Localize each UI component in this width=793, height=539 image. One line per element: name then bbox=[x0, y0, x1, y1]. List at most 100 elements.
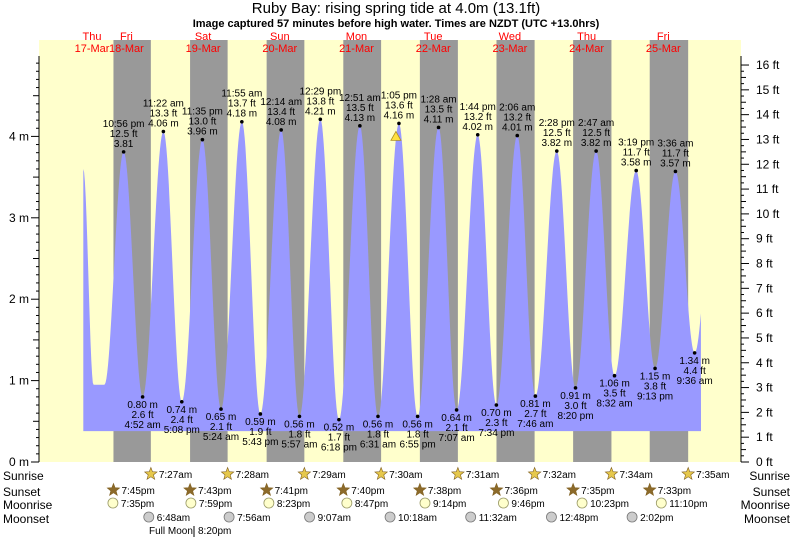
high-tide-m: 3.58 m bbox=[621, 158, 652, 169]
right-tick-label: 10 ft bbox=[756, 207, 780, 221]
right-tick-label: 2 ft bbox=[756, 405, 773, 419]
right-tick-label: 5 ft bbox=[756, 331, 773, 345]
low-tide-time: 5:24 am bbox=[203, 432, 239, 443]
day-name: Fri bbox=[120, 31, 133, 43]
right-tick-label: 16 ft bbox=[756, 58, 780, 72]
high-tide-ft: 12.5 ft bbox=[110, 129, 138, 140]
moonset-icon bbox=[546, 511, 557, 523]
row-label-right: Sunrise bbox=[749, 469, 790, 483]
row-label-left: Sunrise bbox=[3, 469, 44, 483]
low-tide-time: 9:13 pm bbox=[637, 391, 673, 402]
moonrise-time: 9:14pm bbox=[433, 499, 466, 510]
high-tide-ft: 13.7 ft bbox=[228, 99, 256, 110]
low-tide-time: 8:32 am bbox=[596, 399, 632, 410]
right-tick-label: 11 ft bbox=[756, 182, 779, 196]
row-label-right: Moonrise bbox=[741, 498, 791, 512]
chart-subtitle: Image captured 57 minutes before high wa… bbox=[193, 18, 600, 30]
low-tide-ft: 1.7 ft bbox=[328, 433, 350, 444]
high-tide-ft: 12.5 ft bbox=[543, 128, 571, 139]
day-date: 20-Mar bbox=[262, 43, 297, 55]
low-tide-point bbox=[454, 408, 459, 412]
left-tick-label: 4 m bbox=[9, 129, 29, 143]
low-tide-m: 0.56 m bbox=[402, 419, 433, 430]
high-tide-m: 4.18 m bbox=[227, 109, 258, 120]
low-tide-point bbox=[337, 417, 341, 422]
high-tide-m: 4.02 m bbox=[462, 122, 493, 133]
sunrise-icon bbox=[681, 466, 696, 480]
day-name: Fri bbox=[657, 31, 670, 43]
low-tide-ft: 1.8 ft bbox=[406, 429, 428, 440]
low-tide-m: 0.52 m bbox=[324, 423, 355, 434]
high-tide-m: 4.11 m bbox=[424, 114, 454, 125]
low-tide-time: 8:20 pm bbox=[557, 411, 593, 422]
high-tide-ft: 12.5 ft bbox=[582, 128, 610, 139]
sunset-icon bbox=[566, 482, 581, 496]
low-tide-m: 0.59 m bbox=[245, 417, 276, 428]
high-tide-point bbox=[279, 128, 283, 132]
sunrise-icon bbox=[143, 466, 158, 480]
day-name: Sun bbox=[270, 31, 290, 43]
day-name: Mon bbox=[346, 31, 367, 43]
moonset-time: 10:18am bbox=[398, 513, 437, 524]
high-tide-ft: 13.4 ft bbox=[267, 107, 295, 118]
moonrise-time: 10:23pm bbox=[590, 499, 629, 510]
high-tide-point bbox=[673, 169, 678, 174]
low-tide-point bbox=[573, 386, 578, 390]
low-tide-time: 5:57 am bbox=[281, 439, 317, 450]
sunset-time: 7:43pm bbox=[198, 486, 231, 497]
low-tide-ft: 3.5 ft bbox=[603, 389, 625, 400]
left-tick-label: 0 m bbox=[9, 455, 29, 469]
low-tide-point bbox=[612, 373, 617, 378]
low-tide-time: 7:07 am bbox=[439, 433, 475, 444]
right-tick-label: 1 ft bbox=[756, 430, 773, 444]
moonset-time: 11:32am bbox=[479, 513, 517, 524]
sunrise-time: 7:34am bbox=[619, 470, 652, 481]
high-tide-ft: 13.6 ft bbox=[385, 100, 413, 111]
low-tide-point bbox=[692, 351, 697, 355]
moonrise-time: 8:47pm bbox=[355, 499, 388, 510]
right-tick-label: 7 ft bbox=[756, 281, 773, 295]
low-tide-ft: 2.1 ft bbox=[445, 423, 467, 434]
moonrise-time: 9:46pm bbox=[511, 499, 544, 510]
moonset-icon bbox=[626, 511, 638, 523]
high-tide-point bbox=[240, 119, 244, 124]
sunset-icon bbox=[336, 482, 351, 496]
low-tide-m: 0.56 m bbox=[284, 419, 315, 430]
low-tide-time: 6:18 pm bbox=[321, 443, 357, 454]
low-tide-point bbox=[376, 414, 380, 419]
high-tide-m: 3.82 m bbox=[541, 138, 572, 149]
high-tide-time: 2:47 am bbox=[578, 118, 614, 129]
high-tide-point bbox=[594, 149, 598, 153]
high-tide-point bbox=[436, 125, 441, 130]
right-tick-label: 14 ft bbox=[756, 108, 780, 122]
sunset-time: 7:38pm bbox=[428, 486, 461, 497]
moonrise-icon bbox=[185, 497, 197, 509]
sunset-time: 7:40pm bbox=[351, 486, 384, 497]
sunset-icon bbox=[412, 482, 427, 496]
day-date: 22-Mar bbox=[416, 43, 451, 55]
right-tick-label: 12 ft bbox=[756, 157, 780, 171]
low-tide-time: 7:46 am bbox=[517, 419, 553, 430]
high-tide-time: 11:55 am bbox=[221, 89, 262, 100]
right-tick-label: 0 ft bbox=[756, 455, 773, 469]
low-tide-m: 1.06 m bbox=[599, 379, 630, 390]
moonset-time: 6:48am bbox=[157, 513, 190, 524]
low-tide-point bbox=[219, 407, 223, 411]
day-name: Wed bbox=[499, 31, 521, 43]
low-tide-m: 0.74 m bbox=[167, 405, 198, 416]
sunset-time: 7:35pm bbox=[581, 486, 614, 497]
current-level-marker bbox=[390, 130, 402, 141]
high-tide-time: 3:36 am bbox=[657, 138, 693, 149]
row-label-left: Moonrise bbox=[3, 498, 53, 512]
moonrise-icon bbox=[263, 497, 275, 509]
high-tide-m: 3.57 m bbox=[660, 158, 691, 169]
high-tide-point bbox=[515, 133, 520, 138]
high-tide-ft: 13.0 ft bbox=[188, 117, 216, 128]
right-tick-label: 9 ft bbox=[756, 232, 773, 246]
low-tide-time: 6:55 pm bbox=[400, 439, 436, 450]
high-tide-ft: 13.5 ft bbox=[425, 104, 453, 115]
high-tide-time: 12:14 am bbox=[260, 97, 302, 108]
moonrise-icon bbox=[576, 497, 588, 509]
